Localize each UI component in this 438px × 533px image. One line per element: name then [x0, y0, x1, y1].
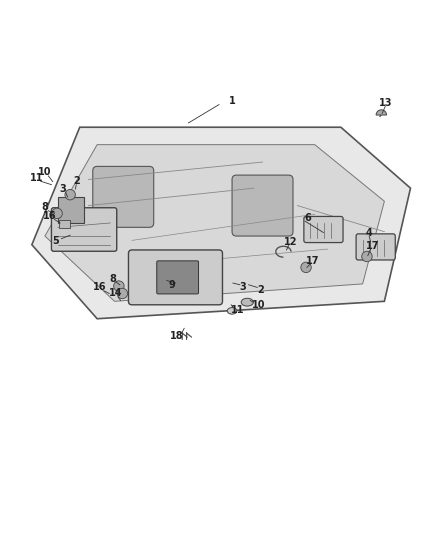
- Text: 4: 4: [366, 228, 373, 238]
- Text: 8: 8: [110, 273, 116, 284]
- Ellipse shape: [241, 298, 253, 306]
- Circle shape: [65, 189, 75, 200]
- FancyBboxPatch shape: [93, 166, 154, 228]
- Text: 17: 17: [365, 240, 379, 251]
- Text: 8: 8: [42, 203, 48, 212]
- PathPatch shape: [45, 144, 385, 301]
- Text: 18: 18: [170, 331, 184, 341]
- Text: 11: 11: [230, 305, 244, 315]
- FancyBboxPatch shape: [128, 250, 223, 305]
- Circle shape: [362, 251, 372, 262]
- FancyBboxPatch shape: [51, 208, 117, 251]
- FancyBboxPatch shape: [232, 175, 293, 236]
- Circle shape: [114, 281, 124, 292]
- Text: 2: 2: [257, 285, 264, 295]
- PathPatch shape: [32, 127, 410, 319]
- FancyBboxPatch shape: [356, 234, 395, 260]
- Text: 17: 17: [306, 256, 319, 266]
- Text: 5: 5: [53, 236, 59, 246]
- Bar: [58, 197, 84, 223]
- Text: 3: 3: [240, 282, 246, 293]
- Text: 3: 3: [60, 184, 67, 194]
- Text: 16: 16: [43, 212, 57, 221]
- Text: 1: 1: [229, 96, 236, 106]
- Text: 14: 14: [109, 288, 122, 298]
- Text: 10: 10: [38, 167, 52, 177]
- Text: 12: 12: [284, 237, 297, 247]
- Wedge shape: [376, 110, 387, 115]
- Text: 13: 13: [378, 98, 392, 108]
- Circle shape: [301, 262, 311, 272]
- Circle shape: [52, 208, 62, 219]
- Text: 10: 10: [252, 300, 266, 310]
- Text: 16: 16: [93, 282, 106, 293]
- Text: 6: 6: [305, 213, 311, 223]
- Text: 9: 9: [169, 280, 175, 290]
- Text: 2: 2: [73, 176, 80, 186]
- Bar: [59, 220, 70, 228]
- Ellipse shape: [227, 308, 237, 314]
- FancyBboxPatch shape: [157, 261, 198, 294]
- Text: 11: 11: [29, 173, 43, 183]
- Circle shape: [117, 288, 127, 298]
- FancyBboxPatch shape: [304, 216, 343, 243]
